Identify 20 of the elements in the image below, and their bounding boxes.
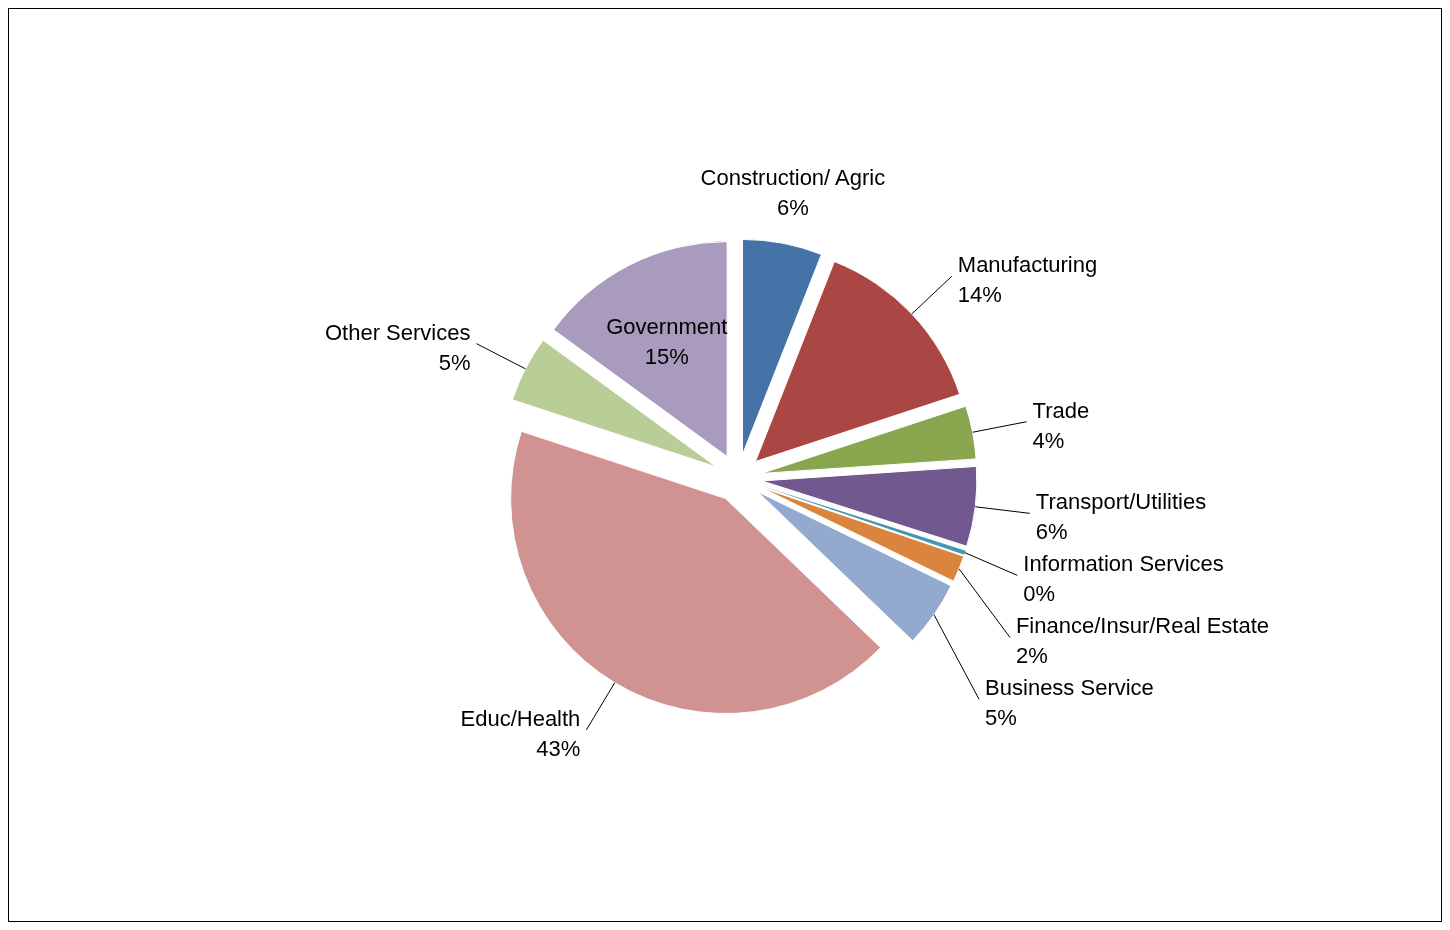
data-label: 6% — [777, 195, 809, 221]
slice-label: Other Services — [324, 319, 471, 345]
slice-label: Finance/Insur/Real Estate — [1015, 613, 1270, 639]
slice-label: Educ/Health — [460, 705, 581, 731]
data-label: 15% — [644, 343, 689, 369]
data-label: 43% — [536, 735, 581, 761]
data-label: 0% — [1023, 581, 1056, 607]
data-label: 5% — [438, 349, 471, 375]
data-label: 6% — [1035, 519, 1068, 545]
slice-label: Trade — [1032, 397, 1090, 423]
data-label: 4% — [1032, 427, 1065, 453]
slice-label: Manufacturing — [957, 252, 1098, 278]
slice-label: Transport/Utilities — [1035, 489, 1207, 515]
slice-label: Information Services — [1023, 551, 1224, 577]
data-label: 14% — [957, 282, 1002, 308]
slice-label: Business Service — [985, 675, 1154, 701]
data-label: 5% — [985, 705, 1017, 731]
slice-label: Government — [606, 313, 728, 339]
data-label: 2% — [1015, 643, 1048, 669]
slice-label: Construction/ Agric — [700, 165, 886, 191]
